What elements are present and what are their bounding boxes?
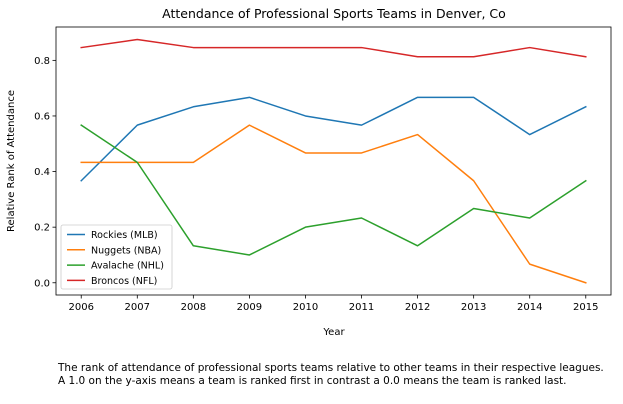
y-tick-label: 0.0: [34, 278, 50, 289]
x-tick-label: 2007: [125, 302, 150, 313]
x-tick-label: 2015: [573, 302, 598, 313]
x-tick-label: 2013: [461, 302, 486, 313]
x-tick-label: 2014: [517, 302, 542, 313]
x-tick-label: 2008: [181, 302, 206, 313]
x-tick-label: 2009: [237, 302, 262, 313]
x-tick-label: 2012: [405, 302, 430, 313]
y-axis-label: Relative Rank of Attendance: [6, 90, 17, 232]
y-tick-label: 0.4: [34, 167, 50, 178]
plot-area: 2006 2007 2008 2009 2010 2011 2012 2013 2014 2015…: [34, 26, 612, 313]
y-tick-label: 0.2: [34, 223, 50, 234]
legend: Rockies (MLB) Nuggets (NBA) Avalache (NHL)…: [60, 224, 173, 290]
series-line-1: [80, 96, 587, 182]
caption-line-2: A 1.0 on the y-axis means a team is rank…: [58, 375, 567, 387]
caption-line-1: The rank of attendance of professional s…: [58, 362, 604, 374]
x-tick-label: 2010: [293, 302, 318, 313]
series-line-4: [80, 38, 587, 58]
legend-box: [60, 224, 173, 290]
series-line-3: [80, 124, 587, 256]
chart-title: Attendance of Professional Sports Teams …: [162, 6, 506, 21]
chart-caption: The rank of attendance of professional s…: [58, 362, 618, 388]
legend-entry-3: Avalache (NHL): [91, 261, 164, 272]
legend-entry-2: Nuggets (NBA): [91, 245, 161, 256]
x-tick-label: 2011: [349, 302, 374, 313]
series-line-2: [80, 124, 587, 284]
legend-entry-1: Rockies (MLB): [91, 230, 158, 241]
y-tick-label: 0.6: [34, 111, 50, 122]
axes-frame: [55, 26, 612, 296]
y-tick-label: 0.8: [34, 56, 50, 67]
x-axis-label: Year: [322, 327, 345, 338]
x-tick-label: 2006: [69, 302, 94, 313]
legend-entry-4: Broncos (NFL): [91, 276, 157, 287]
